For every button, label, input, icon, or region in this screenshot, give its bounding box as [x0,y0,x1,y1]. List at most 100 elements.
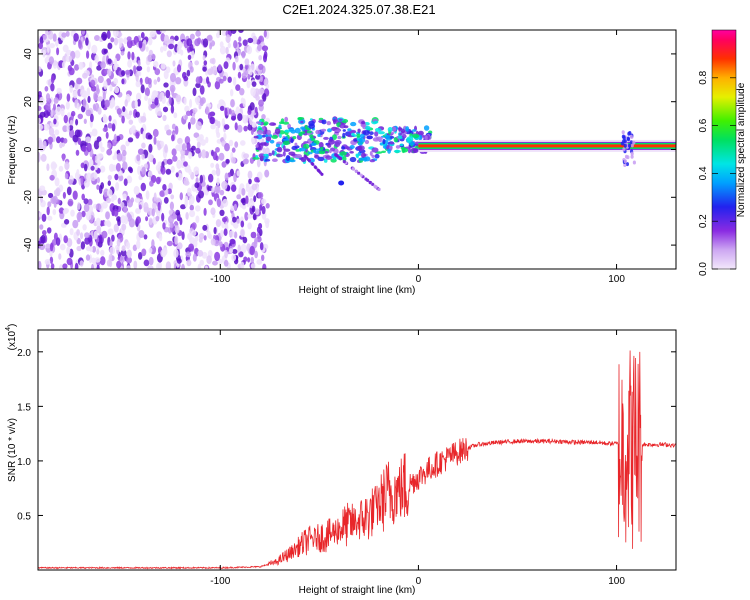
noise-blob [72,190,78,200]
noise-blob [119,255,125,263]
signal-streak [334,153,338,157]
noise-blob [247,222,252,230]
signal-blob [282,151,286,157]
signal-blob [357,142,363,146]
signal-blob [349,130,357,134]
signal-blob [397,135,403,139]
noise-blob [71,110,76,117]
signal-blob [271,134,278,139]
noise-blob [157,143,162,151]
y-tick-label: 1.0 [17,457,31,468]
noise-blob [69,84,73,93]
signal-blob [349,145,355,149]
noise-blob [215,163,220,170]
noise-blob [219,45,226,55]
noise-blob [191,230,197,237]
noise-blob [38,66,42,73]
noise-blob [43,123,50,131]
signal-blob [398,127,403,131]
snr-series-line [38,350,676,570]
signal-blob [357,145,363,151]
noise-blob [62,44,69,53]
noise-blob [225,221,229,230]
disturbance-blob [622,147,626,152]
signal-blob [289,159,296,163]
spectrogram-panel: -100 0 100 -40 -20 0 20 40 Height of straight l… [7,29,747,296]
signal-blob [337,135,342,140]
noise-blob [106,30,111,39]
noise-blob [112,155,117,161]
spectrogram-ylabel: Frequency (Hz) [7,116,18,185]
noise-blob [80,241,86,250]
noise-blob [135,73,139,82]
noise-blob [91,263,94,269]
noise-blob [49,242,54,252]
noise-blob [230,89,234,97]
noise-blob [202,38,209,48]
snr-multiplier-base: (x104) [5,324,18,351]
noise-blob [174,225,180,234]
signal-blob [285,155,291,161]
noise-blob [76,102,80,110]
noise-blob [45,243,51,249]
signal-streak [313,165,317,169]
signal-blob [400,128,406,134]
noise-blob [135,92,142,102]
noise-blob [251,81,257,87]
x-tick-label: 100 [608,274,625,285]
noise-blob [210,124,216,130]
noise-blob [232,76,237,86]
noise-blob [127,137,134,143]
noise-blob [38,42,43,50]
signal-blob [338,118,343,121]
noise-blob [128,119,134,125]
noise-blob [63,114,68,124]
noise-blob [94,257,101,263]
noise-blob [248,178,252,185]
noise-blob [38,152,41,162]
noise-blob [66,124,70,133]
noise-blob [251,183,258,191]
colorbar-tick-label: 0.6 [698,118,709,132]
noise-blob [239,63,244,71]
noise-blob [147,36,153,46]
noise-blob [161,212,165,222]
signal-blob [269,122,276,126]
noise-blob [151,239,155,249]
noise-blob [163,44,167,52]
noise-blob [74,64,80,71]
noise-blob [212,151,218,161]
noise-blob [120,249,127,257]
signal-blob [361,121,366,125]
noise-blob [224,107,228,117]
noise-blob [107,42,113,50]
noise-blob [231,115,236,121]
signal-blob [308,151,313,155]
noise-blob [41,213,47,222]
signal-streak [366,178,370,182]
signal-blob [378,139,383,143]
snr-ylabel: SNR (10 * v/v) [7,418,18,482]
noise-blob [214,185,221,194]
noise-blob [236,170,241,177]
noise-blob [179,192,183,201]
noise-blob [261,205,266,215]
noise-blob [261,198,267,205]
noise-blob [165,89,171,99]
noise-blob [229,238,236,245]
noise-blob [62,153,65,162]
noise-blob [195,147,201,154]
noise-blob [113,77,119,85]
signal-streak [371,182,375,186]
signal-blob [297,117,305,120]
noise-blob [206,255,212,264]
noise-blob [47,215,53,221]
noise-blob [82,72,88,79]
signal-blob [339,151,347,156]
noise-blob [232,61,236,71]
signal-streak [374,185,378,189]
noise-blob [110,97,115,106]
noise-blob [216,177,220,186]
noise-blob [195,205,201,212]
